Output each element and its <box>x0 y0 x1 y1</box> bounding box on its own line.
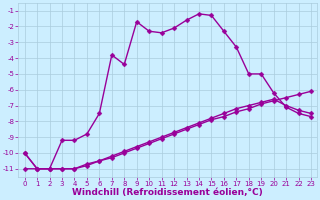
X-axis label: Windchill (Refroidissement éolien,°C): Windchill (Refroidissement éolien,°C) <box>72 188 263 197</box>
